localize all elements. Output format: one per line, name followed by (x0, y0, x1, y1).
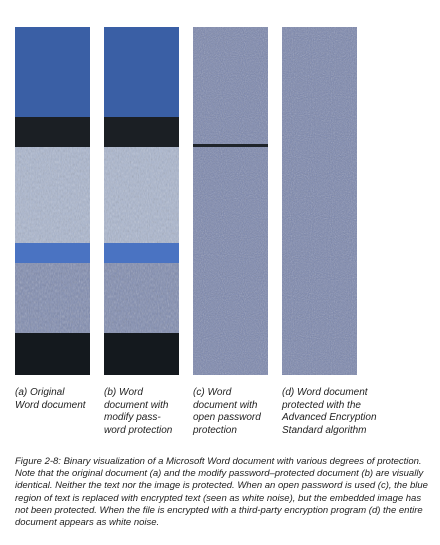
visualization-panel-open-password (193, 27, 268, 375)
visualization-panel-original (15, 27, 90, 375)
panel-caption-a: (a) Original Word document (15, 387, 86, 411)
visualization-panel-modify-password (104, 27, 179, 375)
binary-visualization-open-password (193, 27, 268, 375)
binary-visualization-original (15, 27, 90, 375)
panel-caption-b: (b) Word document with modify pass- word… (104, 387, 173, 436)
binary-visualization-aes-encrypted (282, 27, 357, 375)
visualization-panel-aes-encrypted (282, 27, 357, 375)
binary-visualization-modify-password (104, 27, 179, 375)
panel-caption-c: (c) Word document with open password pro… (193, 387, 261, 436)
panel-caption-d: (d) Word document protected with the Adv… (282, 387, 377, 436)
figure-caption: Figure 2-8: Binary visualization of a Mi… (15, 456, 428, 529)
